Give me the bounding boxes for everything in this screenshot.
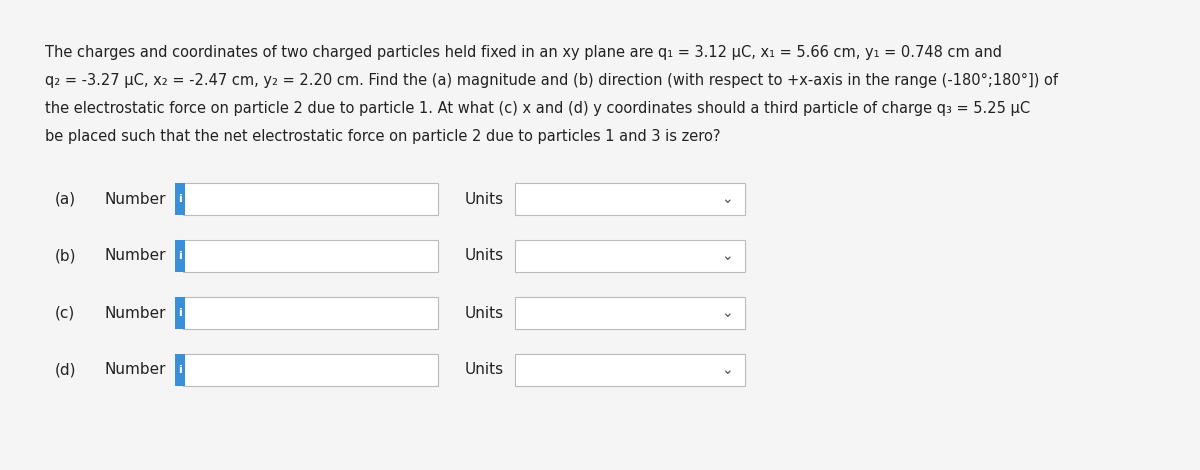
Bar — [515, 297, 745, 329]
Text: i: i — [178, 308, 182, 318]
Bar — [515, 354, 745, 386]
Bar — [175, 297, 185, 329]
Text: Number: Number — [106, 249, 167, 264]
Text: Number: Number — [106, 362, 167, 377]
Text: Number: Number — [106, 306, 167, 321]
Text: ⌄: ⌄ — [721, 363, 733, 377]
Text: ⌄: ⌄ — [721, 306, 733, 320]
Text: (a): (a) — [55, 191, 76, 206]
Bar — [182, 240, 438, 272]
Bar — [175, 240, 185, 272]
Bar — [182, 183, 438, 215]
Text: The charges and coordinates of two charged particles held fixed in an xy plane a: The charges and coordinates of two charg… — [46, 45, 1002, 60]
Bar — [515, 183, 745, 215]
Text: i: i — [178, 194, 182, 204]
Text: (c): (c) — [55, 306, 76, 321]
Text: Units: Units — [466, 191, 504, 206]
Text: the electrostatic force on particle 2 due to particle 1. At what (c) x and (d) y: the electrostatic force on particle 2 du… — [46, 101, 1030, 116]
Bar — [515, 240, 745, 272]
Text: be placed such that the net electrostatic force on particle 2 due to particles 1: be placed such that the net electrostati… — [46, 129, 720, 144]
Text: i: i — [178, 251, 182, 261]
Bar — [175, 183, 185, 215]
Text: Units: Units — [466, 249, 504, 264]
Text: i: i — [178, 365, 182, 375]
Text: (b): (b) — [55, 249, 77, 264]
Bar — [175, 354, 185, 386]
Text: ⌄: ⌄ — [721, 192, 733, 206]
Text: q₂ = -3.27 μC, x₂ = -2.47 cm, y₂ = 2.20 cm. Find the (a) magnitude and (b) direc: q₂ = -3.27 μC, x₂ = -2.47 cm, y₂ = 2.20 … — [46, 73, 1058, 88]
Text: Units: Units — [466, 362, 504, 377]
Text: (d): (d) — [55, 362, 77, 377]
Bar — [182, 297, 438, 329]
Text: Units: Units — [466, 306, 504, 321]
Text: ⌄: ⌄ — [721, 249, 733, 263]
Text: Number: Number — [106, 191, 167, 206]
Bar — [182, 354, 438, 386]
